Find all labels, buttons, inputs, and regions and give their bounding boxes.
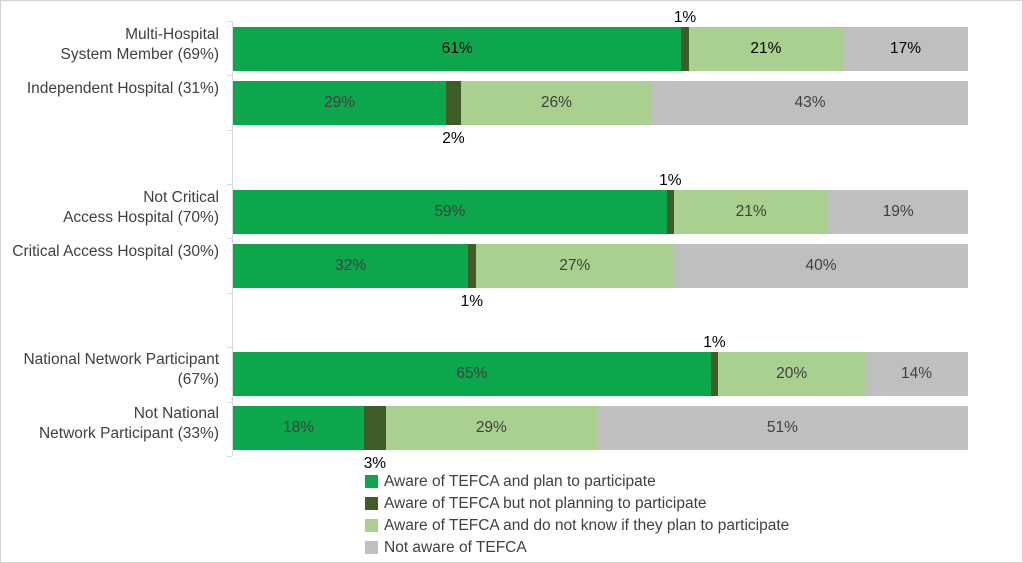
data-label: 19% — [882, 203, 914, 220]
data-label: 29% — [324, 94, 356, 111]
data-label: 18% — [282, 419, 314, 436]
axis-tick-mark — [227, 238, 232, 239]
category-label-line: Not Critical — [143, 189, 219, 206]
bar-segment-aware-of-tefca-but-not-planning-to-participate — [710, 352, 719, 396]
stacked-bar-row: 65% 20% 14% — [233, 352, 968, 396]
stacked-bar-row: 18% 29% 51% — [233, 406, 968, 450]
legend-swatch — [365, 519, 378, 532]
stacked-bar-row: 32% 27% 40% — [233, 244, 968, 288]
data-label: 59% — [434, 203, 466, 220]
bar-segment-aware-of-tefca-but-not-planning-to-participate — [446, 81, 461, 125]
legend-item: Aware of TEFCA but not planning to parti… — [365, 494, 789, 513]
legend-label: Aware of TEFCA and plan to participate — [384, 472, 656, 490]
chart-legend: Aware of TEFCA and plan to participate Aw… — [365, 472, 789, 560]
data-label: 40% — [805, 257, 837, 274]
category-axis-line — [232, 21, 233, 456]
data-label: 27% — [559, 257, 591, 274]
category-label-line: Multi-Hospital — [125, 26, 219, 43]
data-label: 65% — [456, 365, 488, 382]
axis-tick-mark — [227, 402, 232, 403]
bar-segment-not-aware-of-tefca: 17% — [843, 27, 968, 71]
axis-tick-mark — [227, 75, 232, 76]
legend-swatch — [365, 475, 378, 488]
data-label: 26% — [540, 94, 572, 111]
data-label-outside: 1% — [703, 334, 726, 351]
data-label: 21% — [750, 40, 782, 57]
category-label-line: Access Hospital (70%) — [63, 209, 219, 226]
axis-tick-mark — [227, 21, 232, 22]
category-label: National Network Participant (67%) — [9, 350, 219, 390]
bar-segment-aware-of-tefca-and-plan-to-participate: 61% — [233, 27, 682, 71]
bar-segment-aware-of-tefca-and-plan-to-participate: 29% — [233, 81, 447, 125]
data-label-outside: 1% — [673, 9, 697, 26]
axis-tick-mark — [227, 130, 232, 131]
axis-tick-mark — [227, 184, 232, 185]
bar-segment-aware-of-tefca-and-plan-to-participate: 18% — [233, 406, 364, 450]
data-label: 32% — [335, 257, 367, 274]
bar-segment-not-aware-of-tefca: 43% — [651, 81, 968, 125]
data-label: 20% — [776, 365, 808, 382]
data-label-outside: 1% — [659, 172, 682, 189]
axis-tick-mark — [227, 347, 232, 348]
legend-label: Not aware of TEFCA — [384, 538, 527, 556]
data-label: 17% — [889, 40, 922, 57]
legend-swatch — [365, 497, 378, 510]
bar-segment-aware-of-tefca-but-not-planning-to-participate — [468, 244, 476, 288]
data-label: 43% — [794, 94, 826, 111]
legend-item: Aware of TEFCA and plan to participate — [365, 472, 789, 491]
stacked-bar-row: 29% 26% 43% — [233, 81, 968, 125]
axis-tick-mark — [227, 293, 232, 294]
data-label-outside: 2% — [442, 130, 465, 147]
stacked-bar-row: 59% 21% 19% — [233, 190, 968, 234]
bar-segment-not-aware-of-tefca: 19% — [828, 190, 968, 234]
bar-segment-aware-of-tefca-and-do-not-know-if-they-plan-to-participate: 20% — [718, 352, 866, 396]
bar-segment-aware-of-tefca-and-plan-to-participate: 32% — [233, 244, 469, 288]
category-label-line: Independent Hospital (31%) — [26, 80, 219, 97]
category-label-line: Network Participant (33%) — [38, 425, 219, 442]
category-label: Not National Network Participant (33%) — [9, 404, 219, 444]
legend-item: Not aware of TEFCA — [365, 538, 789, 557]
bar-segment-aware-of-tefca-and-do-not-know-if-they-plan-to-participate: 21% — [688, 27, 844, 71]
data-label-outside: 1% — [460, 293, 484, 310]
category-label-line: (67%) — [177, 371, 219, 388]
legend-item: Aware of TEFCA and do not know if they p… — [365, 516, 789, 535]
data-label: 21% — [735, 203, 767, 220]
data-label: 29% — [475, 419, 507, 436]
data-label: 61% — [441, 40, 473, 57]
data-label: 51% — [766, 419, 798, 436]
category-label: Independent Hospital (31%) — [9, 79, 219, 99]
bar-segment-aware-of-tefca-but-not-planning-to-participate — [681, 27, 689, 71]
legend-label: Aware of TEFCA but not planning to parti… — [384, 494, 707, 512]
legend-swatch — [365, 541, 378, 554]
bar-segment-not-aware-of-tefca: 14% — [865, 352, 968, 396]
category-label-line: Critical Access Hospital (30%) — [12, 243, 219, 260]
category-label-line: National Network Participant — [23, 351, 219, 368]
axis-tick-mark — [227, 456, 232, 457]
data-label-outside: 3% — [363, 455, 387, 472]
category-label: Critical Access Hospital (30%) — [9, 242, 219, 262]
bar-segment-aware-of-tefca-and-do-not-know-if-they-plan-to-participate: 29% — [385, 406, 597, 450]
category-label-line: Not National — [133, 405, 219, 422]
bar-segment-aware-of-tefca-and-plan-to-participate: 59% — [233, 190, 667, 234]
bar-segment-not-aware-of-tefca: 40% — [674, 244, 968, 288]
category-label-line: System Member (69%) — [60, 46, 219, 63]
stacked-bar-row: 61% 21% 17% — [233, 27, 968, 71]
bar-segment-aware-of-tefca-but-not-planning-to-participate — [666, 190, 674, 234]
bar-segment-aware-of-tefca-and-do-not-know-if-they-plan-to-participate: 21% — [674, 190, 829, 234]
bar-segment-not-aware-of-tefca: 51% — [596, 406, 968, 450]
bar-segment-aware-of-tefca-and-plan-to-participate: 65% — [233, 352, 711, 396]
legend-label: Aware of TEFCA and do not know if they p… — [384, 516, 790, 534]
bar-segment-aware-of-tefca-but-not-planning-to-participate — [363, 406, 386, 450]
category-label: Multi-Hospital System Member (69%) — [9, 25, 219, 65]
data-label: 14% — [901, 365, 933, 382]
category-label: Not Critical Access Hospital (70%) — [9, 188, 219, 228]
bar-segment-aware-of-tefca-and-do-not-know-if-they-plan-to-participate: 26% — [460, 81, 652, 125]
bar-segment-aware-of-tefca-and-do-not-know-if-they-plan-to-participate: 27% — [475, 244, 674, 288]
